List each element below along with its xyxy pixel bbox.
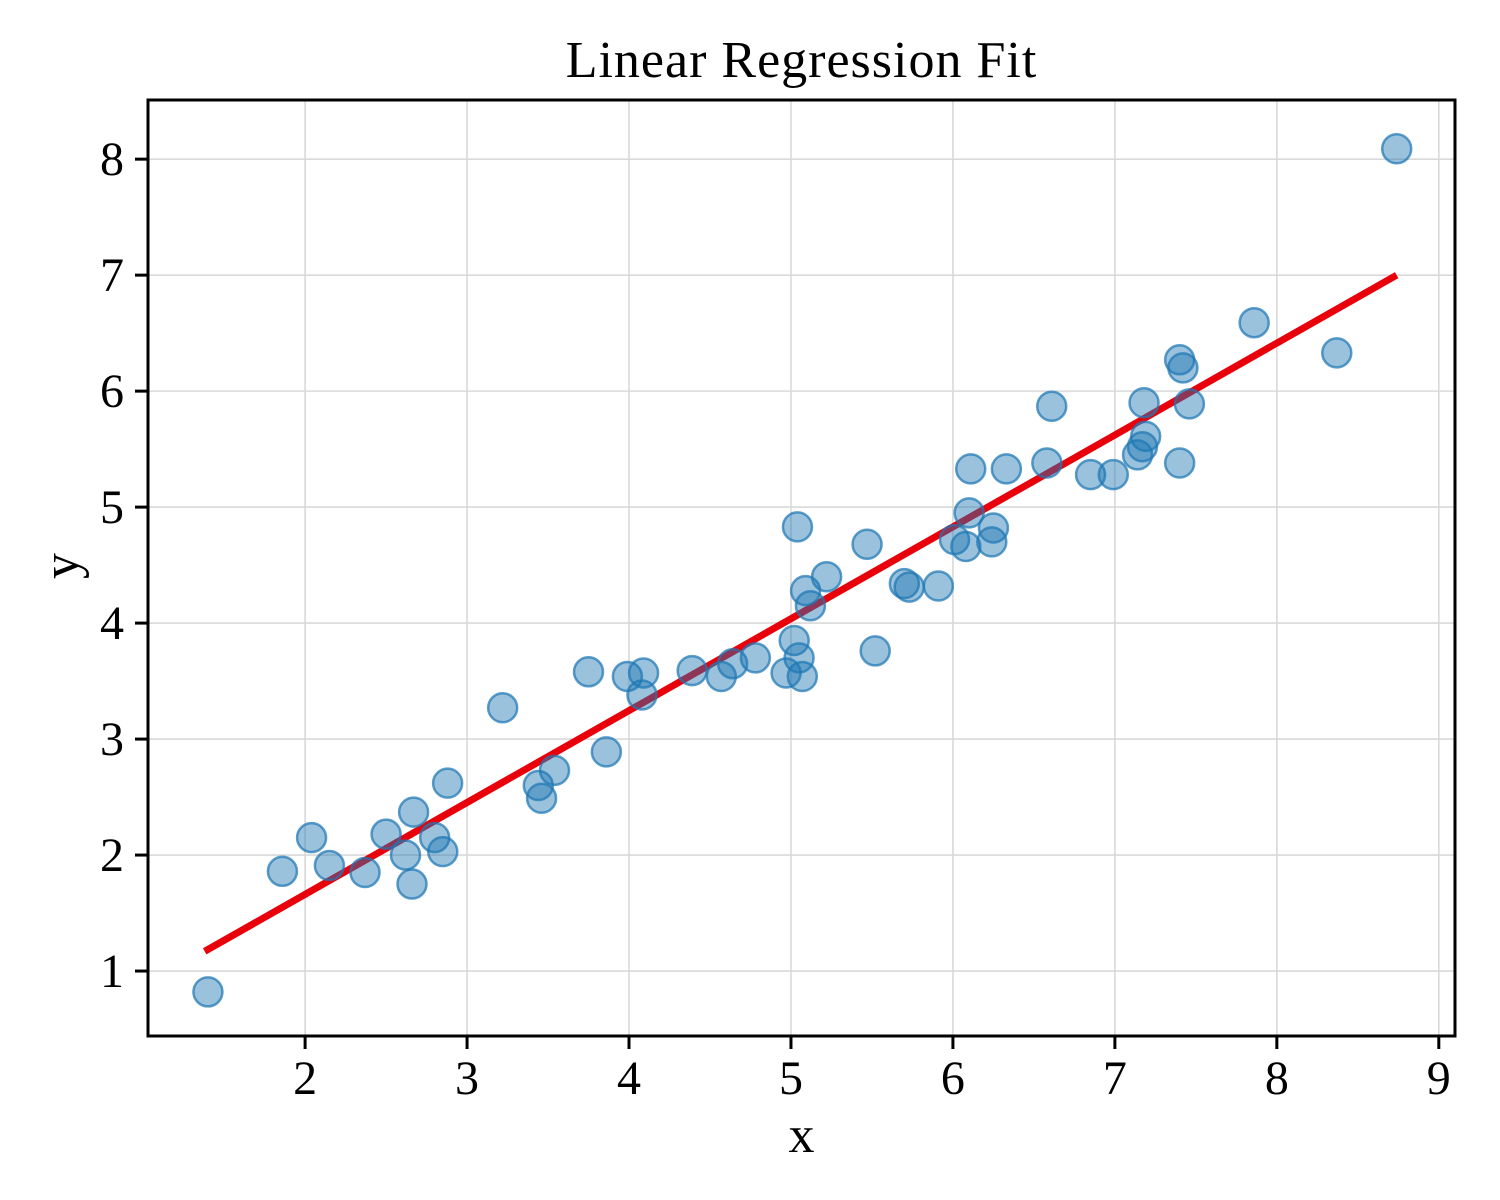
x-tick-label: 3 xyxy=(455,1052,479,1105)
x-tick-label: 2 xyxy=(293,1052,317,1105)
scatter-point xyxy=(888,567,921,600)
y-axis-label: y xyxy=(33,553,90,579)
scatter-point xyxy=(349,856,381,889)
scatter-point xyxy=(396,868,428,900)
scatter-point xyxy=(486,692,519,724)
scatter-point xyxy=(1380,132,1413,165)
chart-title: Linear Regression Fit xyxy=(565,32,1038,89)
scatter-point xyxy=(851,528,883,560)
scatter-point xyxy=(794,589,827,622)
scatter-point xyxy=(313,849,346,882)
scatter-point xyxy=(525,782,558,814)
scatter-point xyxy=(538,754,571,787)
x-tick-label: 9 xyxy=(1427,1052,1451,1105)
scatter-point xyxy=(266,855,299,888)
scatter-point xyxy=(893,571,925,603)
scatter-point xyxy=(781,511,814,543)
scatter-point xyxy=(572,656,605,688)
scatter-point xyxy=(739,642,772,674)
scatter-point xyxy=(1097,458,1130,491)
scatter-point xyxy=(1173,388,1206,420)
y-tick-label: 7 xyxy=(100,249,124,302)
scatter-point xyxy=(431,767,464,799)
y-tick-label: 6 xyxy=(100,365,124,418)
scatter-point xyxy=(977,512,1010,544)
x-tick-label: 4 xyxy=(617,1052,641,1105)
y-tick-label: 4 xyxy=(100,597,124,650)
scatter-point xyxy=(1167,352,1199,384)
scatter-point xyxy=(1074,458,1107,491)
scatter-point xyxy=(1128,386,1160,419)
scatter-point xyxy=(859,635,891,667)
regression-line xyxy=(202,272,1399,955)
y-tick-label: 5 xyxy=(100,481,124,534)
y-tick-label: 3 xyxy=(100,713,124,766)
scatter-point xyxy=(1238,306,1270,339)
scatter-point xyxy=(389,839,422,871)
scatter-point xyxy=(370,818,402,850)
x-tick-label: 8 xyxy=(1265,1052,1289,1105)
y-tick-label: 2 xyxy=(100,829,124,882)
scatter-point xyxy=(397,796,430,828)
scatter-point xyxy=(950,530,982,563)
scatter-point xyxy=(786,660,819,693)
scatter-point xyxy=(1035,390,1068,422)
scatter-point xyxy=(626,679,658,711)
scatter-point xyxy=(1163,447,1196,479)
plot-border xyxy=(146,98,1457,1038)
scatter-point xyxy=(810,560,843,593)
scatter-point xyxy=(705,660,738,693)
scatter-point xyxy=(427,835,459,868)
scatter-point xyxy=(1321,337,1353,369)
scatter-point xyxy=(1031,447,1063,479)
x-tick-label: 7 xyxy=(1103,1052,1127,1105)
scatter-point xyxy=(627,657,660,689)
scatter-point xyxy=(1129,420,1162,453)
scatter-point xyxy=(990,453,1023,485)
x-tick-label: 5 xyxy=(779,1052,803,1105)
scatter-point xyxy=(676,654,708,687)
y-tick-label: 8 xyxy=(100,133,124,186)
scatter-point xyxy=(953,497,985,529)
scatter-point xyxy=(590,736,623,768)
x-axis-label: x xyxy=(788,1107,815,1164)
scatter-point xyxy=(922,570,955,602)
y-tick-label: 1 xyxy=(100,945,124,998)
x-tick-label: 6 xyxy=(941,1052,965,1105)
scatter-point xyxy=(295,821,328,854)
scatter-point xyxy=(192,976,224,1008)
scatter-point xyxy=(954,453,987,485)
scatter-point xyxy=(778,624,810,657)
